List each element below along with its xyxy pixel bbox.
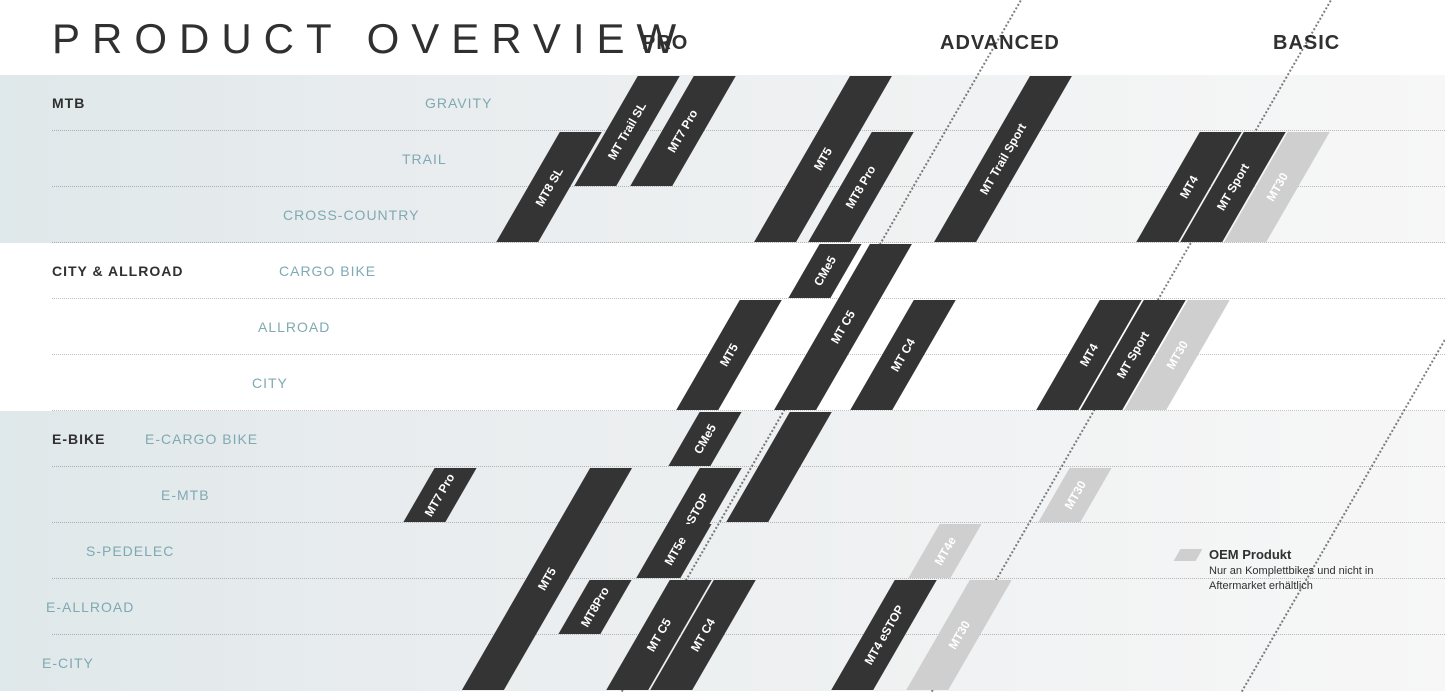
sub-label: S-PEDELEC: [86, 543, 174, 559]
tier-label-pro: PRO: [642, 32, 688, 55]
sub-label: GRAVITY: [425, 95, 492, 111]
product-bar-label: MT C4: [688, 616, 718, 654]
product-bar-label: MT30: [946, 618, 973, 652]
product-bar-label: MT4e: [932, 534, 959, 568]
product-bar-label: MT30: [1164, 338, 1191, 372]
product-bar-label: MT C5: [644, 616, 674, 654]
product-bar-label: MT5: [717, 341, 741, 369]
product-bar-label: MT5e: [662, 534, 689, 568]
sub-label: E-ALLROAD: [46, 599, 134, 615]
legend-subtitle: Nur an Komplettbikes und nicht in Afterm…: [1209, 564, 1409, 593]
product-bar-label: MT5: [811, 145, 835, 173]
legend-title: OEM Produkt: [1209, 547, 1409, 562]
product-bar-label: MT8 SL: [533, 165, 566, 209]
row: [0, 635, 1445, 691]
sub-label: CITY: [252, 375, 288, 391]
product-bar-label: MT4: [1077, 341, 1101, 369]
product-bar-label: CMe5: [691, 422, 719, 457]
legend: OEM Produkt Nur an Komplettbikes und nich…: [1209, 547, 1409, 593]
product-bar-label: MT30: [1062, 478, 1089, 512]
sub-label: E-MTB: [161, 487, 210, 503]
product-bar-label: CMe5: [811, 254, 839, 289]
product-bar-label: MT C5: [828, 308, 858, 346]
product-bar-label: MT5: [535, 565, 559, 593]
product-bar-label: MT30: [1264, 170, 1291, 204]
sub-label: E-CITY: [42, 655, 94, 671]
sub-label: CARGO BIKE: [279, 263, 376, 279]
product-bar-label: MT4: [1177, 173, 1201, 201]
product-bar-label: MT C4: [888, 336, 918, 374]
sub-label: CROSS-COUNTRY: [283, 207, 419, 223]
sub-label: E-CARGO BIKE: [145, 431, 258, 447]
row: [0, 243, 1445, 299]
sub-label: ALLROAD: [258, 319, 330, 335]
page-title: PRODUCT OVERVIEW: [52, 15, 688, 63]
sub-label: TRAIL: [402, 151, 447, 167]
product-overview-diagram: PRODUCT OVERVIEWPROADVANCEDBASICMTBGRAVI…: [0, 0, 1445, 693]
